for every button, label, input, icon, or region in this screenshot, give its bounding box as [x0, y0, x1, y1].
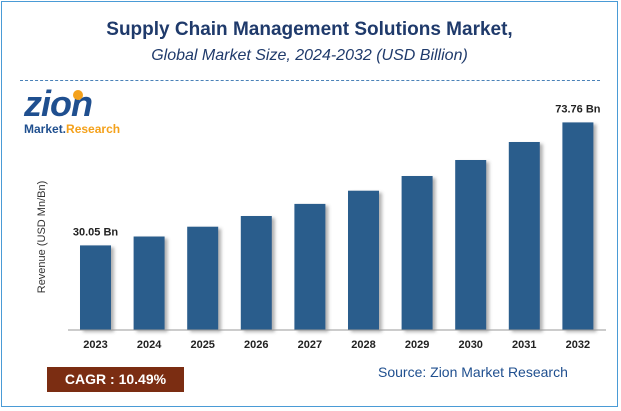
- bar-2029: [401, 176, 433, 330]
- bar-2023: [80, 245, 111, 330]
- logo-dot-icon: [73, 90, 83, 100]
- x-tick-labels: 2023 2024 2025 2026 2027 2028 2029 2030 2031 2032: [83, 339, 590, 351]
- bar-2032: [562, 122, 594, 331]
- bar-2025: [187, 226, 219, 330]
- bar-2030: [455, 160, 487, 330]
- chart-title: Supply Chain Management Solutions Market…: [106, 19, 513, 40]
- x-tick-label: 2025: [190, 339, 214, 351]
- cagr-badge: CAGR : 10.49%: [47, 367, 184, 392]
- title-divider: [20, 80, 600, 81]
- logo-sub-right: Research: [66, 122, 121, 136]
- x-tick-label: 2030: [458, 339, 482, 351]
- bar-2027: [294, 203, 326, 330]
- zion-logo: zion Market.Research: [24, 84, 124, 140]
- data-labels: 30.05 Bn 73.76 Bn: [73, 103, 601, 238]
- logo-sub-left: Market.: [24, 122, 67, 136]
- logo-subtext: Market.Research: [24, 122, 120, 136]
- source-note: Source: Zion Market Research: [378, 364, 568, 380]
- chart-subtitle: Global Market Size, 2024-2032 (USD Billi…: [151, 47, 468, 64]
- bar-chart: Revenue (USD Mn/Bn) 2023 2024 2025 2026 2027…: [36, 103, 606, 351]
- bar-2024: [133, 236, 165, 330]
- x-tick-label: 2026: [244, 339, 268, 351]
- y-axis-label: Revenue (USD Mn/Bn): [36, 181, 48, 294]
- x-tick-label: 2029: [405, 339, 429, 351]
- bars-group: [80, 122, 594, 331]
- x-tick-label: 2032: [566, 339, 590, 351]
- x-tick-label: 2024: [137, 339, 162, 351]
- x-tick-label: 2027: [298, 339, 322, 351]
- x-tick-label: 2028: [351, 339, 375, 351]
- x-tick-label: 2023: [83, 339, 107, 351]
- bar-2031: [508, 142, 540, 330]
- data-label: 30.05 Bn: [73, 226, 119, 238]
- x-tick-label: 2031: [512, 339, 536, 351]
- logo-wordmark: zion: [24, 83, 93, 124]
- bar-2026: [240, 216, 272, 330]
- data-label: 73.76 Bn: [555, 103, 601, 115]
- bar-2028: [348, 190, 379, 330]
